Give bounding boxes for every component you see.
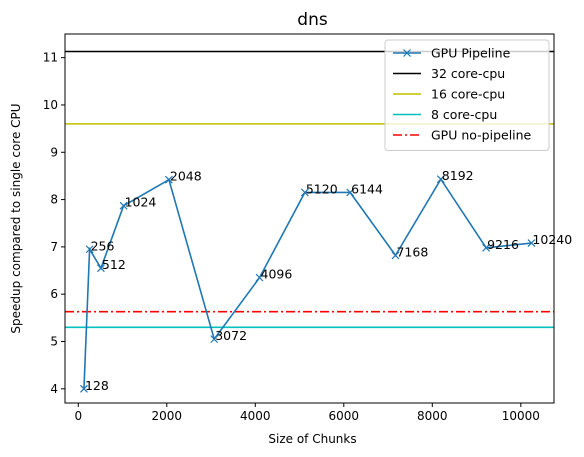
legend: GPU Pipeline 32 core-cpu 16 core-cpu 8 core… [384, 39, 550, 151]
x-axis-label: Size of Chunks [268, 432, 356, 446]
data-point [164, 175, 173, 184]
x-tick-label: 6000 [329, 409, 360, 423]
point-label: 4096 [261, 267, 293, 282]
legend-label: 16 core-cpu [431, 87, 505, 102]
marker-stroke [346, 188, 355, 197]
point-label: 128 [85, 378, 109, 393]
point-label: 1024 [125, 195, 157, 210]
point-label: 5120 [306, 181, 338, 196]
chart-title: dns [297, 10, 328, 30]
marker-stroke [210, 335, 219, 344]
y-tick-label: 11 [43, 51, 58, 65]
data-point [527, 239, 536, 248]
data-point [300, 188, 309, 197]
point-label: 6144 [351, 181, 383, 196]
point-label: 256 [91, 238, 115, 253]
y-tick-label: 6 [50, 287, 58, 301]
x-tick-label: 4000 [240, 409, 271, 423]
series-line [83, 177, 532, 389]
legend-label: GPU no-pipeline [431, 128, 532, 143]
y-tick-label: 4 [50, 382, 58, 396]
marker-stroke [482, 243, 491, 252]
x-tick-label: 10000 [502, 409, 540, 423]
point-label: 10240 [532, 232, 572, 247]
y-tick-label: 10 [43, 98, 58, 112]
data-point [346, 188, 355, 197]
data-point [97, 264, 105, 273]
data-point [119, 201, 128, 210]
legend-label: 8 core-cpu [431, 107, 497, 122]
data-point [80, 384, 88, 393]
point-label: 3072 [215, 328, 247, 343]
y-tick-label: 7 [50, 240, 58, 254]
point-label: 9216 [487, 237, 519, 252]
y-tick-label: 8 [50, 193, 58, 207]
data-point [210, 335, 219, 344]
legend-box [384, 39, 550, 151]
point-label: 8192 [442, 168, 474, 183]
point-label: 2048 [170, 169, 202, 184]
y-tick-label: 5 [50, 335, 58, 349]
marker-stroke [527, 239, 536, 248]
marker-stroke [300, 188, 309, 197]
data-point [482, 243, 491, 252]
marker-stroke [436, 175, 445, 184]
data-point [255, 273, 264, 282]
marker-stroke [391, 251, 400, 260]
marker-stroke [119, 201, 128, 210]
y-tick-label: 9 [50, 145, 58, 159]
y-axis-label: Speedup compared to single core CPU [9, 103, 23, 333]
marker-stroke [255, 273, 264, 282]
marker-stroke [97, 264, 105, 273]
legend-marker [403, 49, 411, 57]
x-tick-label: 2000 [152, 409, 183, 423]
x-tick-label: 8000 [417, 409, 448, 423]
x-tick-label: 0 [74, 409, 82, 423]
data-point [85, 245, 94, 254]
point-label: 512 [102, 257, 126, 272]
point-label: 7168 [396, 244, 428, 259]
legend-label: 32 core-cpu [431, 66, 505, 81]
axes-frame [64, 33, 555, 404]
data-point [436, 175, 445, 184]
marker-stroke [164, 175, 173, 184]
marker-stroke [80, 384, 88, 393]
data-point [391, 251, 400, 260]
marker-stroke [85, 245, 94, 254]
legend-label: GPU Pipeline [431, 46, 511, 61]
